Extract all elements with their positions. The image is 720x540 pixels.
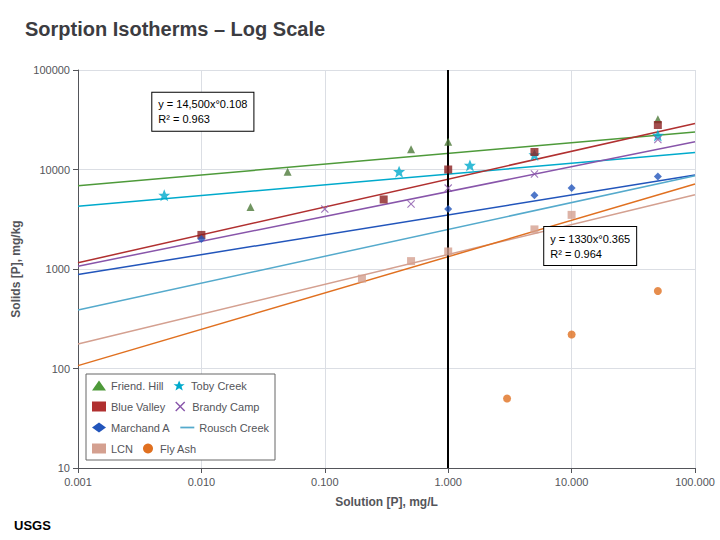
svg-text:0.001: 0.001 bbox=[64, 476, 92, 488]
svg-text:0.010: 0.010 bbox=[188, 476, 216, 488]
svg-text:Rousch Creek: Rousch Creek bbox=[199, 422, 269, 434]
svg-text:LCN: LCN bbox=[111, 443, 133, 455]
svg-text:Friend. Hill: Friend. Hill bbox=[111, 380, 164, 392]
svg-text:100.000: 100.000 bbox=[675, 476, 715, 488]
svg-text:Blue Valley: Blue Valley bbox=[111, 401, 166, 413]
svg-text:y = 1330x°0.365: y = 1330x°0.365 bbox=[550, 233, 630, 245]
svg-text:Sorption Isotherms – Log Scale: Sorption Isotherms – Log Scale bbox=[25, 18, 325, 40]
svg-text:100000: 100000 bbox=[33, 64, 70, 76]
svg-text:R² = 0.963: R² = 0.963 bbox=[158, 113, 210, 125]
svg-text:y = 14,500x°0.108: y = 14,500x°0.108 bbox=[158, 98, 247, 110]
svg-text:Brandy Camp: Brandy Camp bbox=[192, 401, 259, 413]
svg-text:Marchand A: Marchand A bbox=[111, 422, 170, 434]
svg-text:R² = 0.964: R² = 0.964 bbox=[550, 248, 602, 260]
svg-text:USGS: USGS bbox=[14, 518, 51, 533]
svg-text:10000: 10000 bbox=[39, 164, 70, 176]
svg-text:Fly Ash: Fly Ash bbox=[160, 443, 196, 455]
svg-text:10: 10 bbox=[58, 462, 70, 474]
svg-text:1.000: 1.000 bbox=[434, 476, 462, 488]
svg-text:Solids [P], mg/kg: Solids [P], mg/kg bbox=[9, 220, 23, 317]
svg-text:0.100: 0.100 bbox=[311, 476, 339, 488]
svg-text:Solution [P], mg/L: Solution [P], mg/L bbox=[335, 495, 438, 509]
svg-text:100: 100 bbox=[52, 363, 70, 375]
svg-text:1000: 1000 bbox=[46, 263, 70, 275]
svg-text:Toby Creek: Toby Creek bbox=[191, 380, 247, 392]
svg-text:10.000: 10.000 bbox=[555, 476, 589, 488]
